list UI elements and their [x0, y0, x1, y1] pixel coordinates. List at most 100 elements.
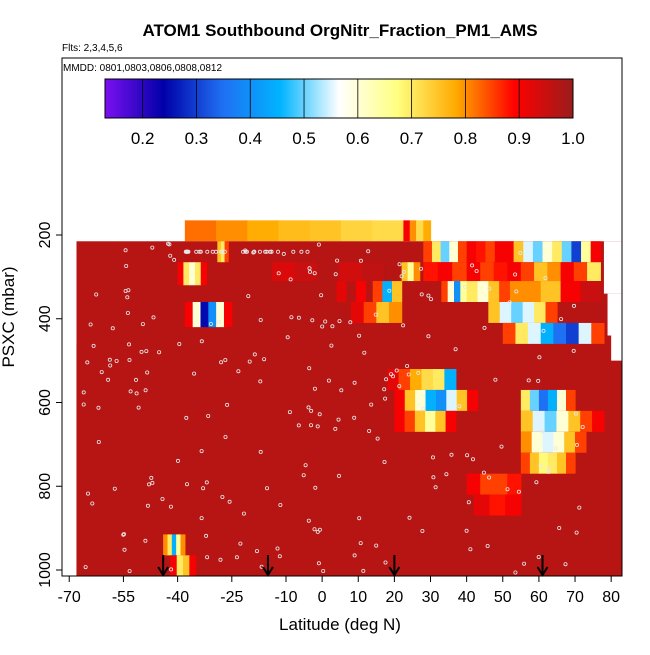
colorbar-tick-label: 0.5 — [292, 129, 316, 148]
heatmap-cell — [534, 302, 547, 323]
heatmap-cell — [167, 534, 173, 556]
measurement-dot — [335, 258, 340, 263]
heatmap-cell — [200, 262, 208, 286]
heatmap-cell — [488, 281, 500, 302]
heatmap-cell — [592, 410, 605, 432]
heatmap-cell — [421, 369, 434, 390]
heatmap-cell — [413, 262, 421, 282]
measurement-dot — [287, 410, 292, 415]
measurement-dot — [421, 406, 426, 411]
colorbar-tick-label: 0.3 — [185, 129, 209, 148]
heatmap-cell — [446, 389, 458, 411]
measurement-dot — [306, 405, 311, 410]
measurement-dot — [160, 496, 165, 501]
measurement-dot — [262, 357, 267, 362]
heatmap-cell — [441, 281, 449, 302]
measurement-dot — [536, 555, 541, 560]
measurement-dot — [128, 389, 133, 394]
measurement-dot — [426, 293, 431, 298]
colorbar: 0.2 0.3 0.4 0.5 0.6 0.7 0.8 0.9 1.0 — [104, 78, 585, 148]
measurement-dot — [234, 555, 239, 560]
measurement-dot — [416, 370, 421, 375]
heatmap-cell — [587, 262, 601, 282]
measurement-dot — [90, 501, 95, 506]
measurement-dot — [157, 350, 162, 355]
heatmap-cell — [477, 281, 489, 302]
x-tick-label: -25 — [220, 589, 243, 606]
measurement-dot — [112, 486, 117, 491]
heatmap-cell — [454, 281, 461, 302]
heatmap-cell — [216, 220, 248, 242]
chart-dates-subtitle: MMDD: 0801,0803,0806,0808,0812 — [63, 63, 222, 74]
measurement-dot — [306, 518, 311, 523]
measurement-dot — [575, 442, 580, 447]
measurement-dot — [257, 249, 262, 254]
measurement-dot — [563, 562, 568, 567]
measurement-dot — [382, 459, 387, 464]
measurement-dot — [177, 341, 182, 346]
heatmap-cell — [538, 452, 549, 474]
heatmap-cell — [499, 281, 511, 302]
heatmap-cell — [580, 410, 593, 432]
measurement-dot — [536, 378, 541, 383]
heatmap-cell — [355, 281, 367, 302]
measurement-dot — [312, 386, 317, 391]
measurement-dot — [394, 368, 399, 373]
x-tick-label: 80 — [602, 589, 620, 606]
measurement-dot — [323, 319, 328, 324]
heatmap-cell — [208, 302, 217, 328]
measurement-dot — [312, 527, 317, 532]
y-axis-label: PSXC (mbar) — [0, 266, 18, 367]
measurement-dot — [213, 249, 218, 254]
measurement-dot — [122, 532, 127, 537]
heatmap-cell — [528, 322, 542, 344]
measurement-dot — [108, 363, 113, 368]
heatmap-cell — [398, 369, 411, 390]
heatmap-cell — [404, 410, 416, 432]
measurement-dot — [123, 248, 128, 253]
measurement-dot — [81, 390, 86, 395]
measurement-dot — [86, 491, 91, 496]
measurement-dot — [307, 266, 312, 271]
heatmap-cell — [272, 262, 296, 282]
heatmap-cell — [473, 494, 491, 516]
measurement-dot — [94, 292, 99, 297]
x-axis: -70 -55 -40 -25 -10 0 10 20 30 40 50 60 70 80 — [58, 575, 622, 606]
x-tick-label: 0 — [318, 589, 327, 606]
heatmap-cell — [532, 410, 546, 432]
measurement-dot — [81, 402, 86, 407]
colorbar-gradient — [104, 78, 574, 119]
measurement-dot — [222, 249, 227, 254]
heatmap-cell — [553, 322, 567, 344]
measurement-dot — [168, 253, 173, 258]
heatmap-cell — [520, 262, 535, 282]
heatmap-cell — [449, 241, 459, 263]
measurement-dot — [136, 405, 141, 410]
heatmap-cell — [177, 262, 184, 286]
heatmap-cell — [493, 473, 508, 495]
heatmap-cell — [494, 241, 505, 263]
measurement-dot — [571, 348, 576, 353]
measurement-dot — [218, 557, 223, 562]
heatmap-cell — [388, 302, 403, 323]
measurement-dots — [81, 241, 585, 575]
measurement-dot — [358, 258, 363, 263]
measurement-dot — [406, 372, 411, 377]
x-tick-label: 50 — [494, 589, 512, 606]
measurement-dot — [122, 547, 127, 552]
measurement-dot — [247, 359, 252, 364]
heatmap-cell — [416, 220, 424, 242]
measurement-dot — [316, 561, 321, 566]
measurement-dot — [199, 449, 204, 454]
heatmap-cell — [522, 302, 535, 323]
colorbar-tick-label: 0.9 — [507, 129, 531, 148]
measurement-dot — [278, 502, 283, 507]
heatmap-cell — [423, 220, 432, 242]
heatmap-cell — [547, 262, 562, 282]
measurement-dot — [336, 417, 341, 422]
measurement-dot — [336, 473, 341, 478]
measurement-dot — [258, 379, 263, 384]
flight-arrow — [157, 555, 170, 577]
heatmap-cell — [542, 431, 554, 453]
